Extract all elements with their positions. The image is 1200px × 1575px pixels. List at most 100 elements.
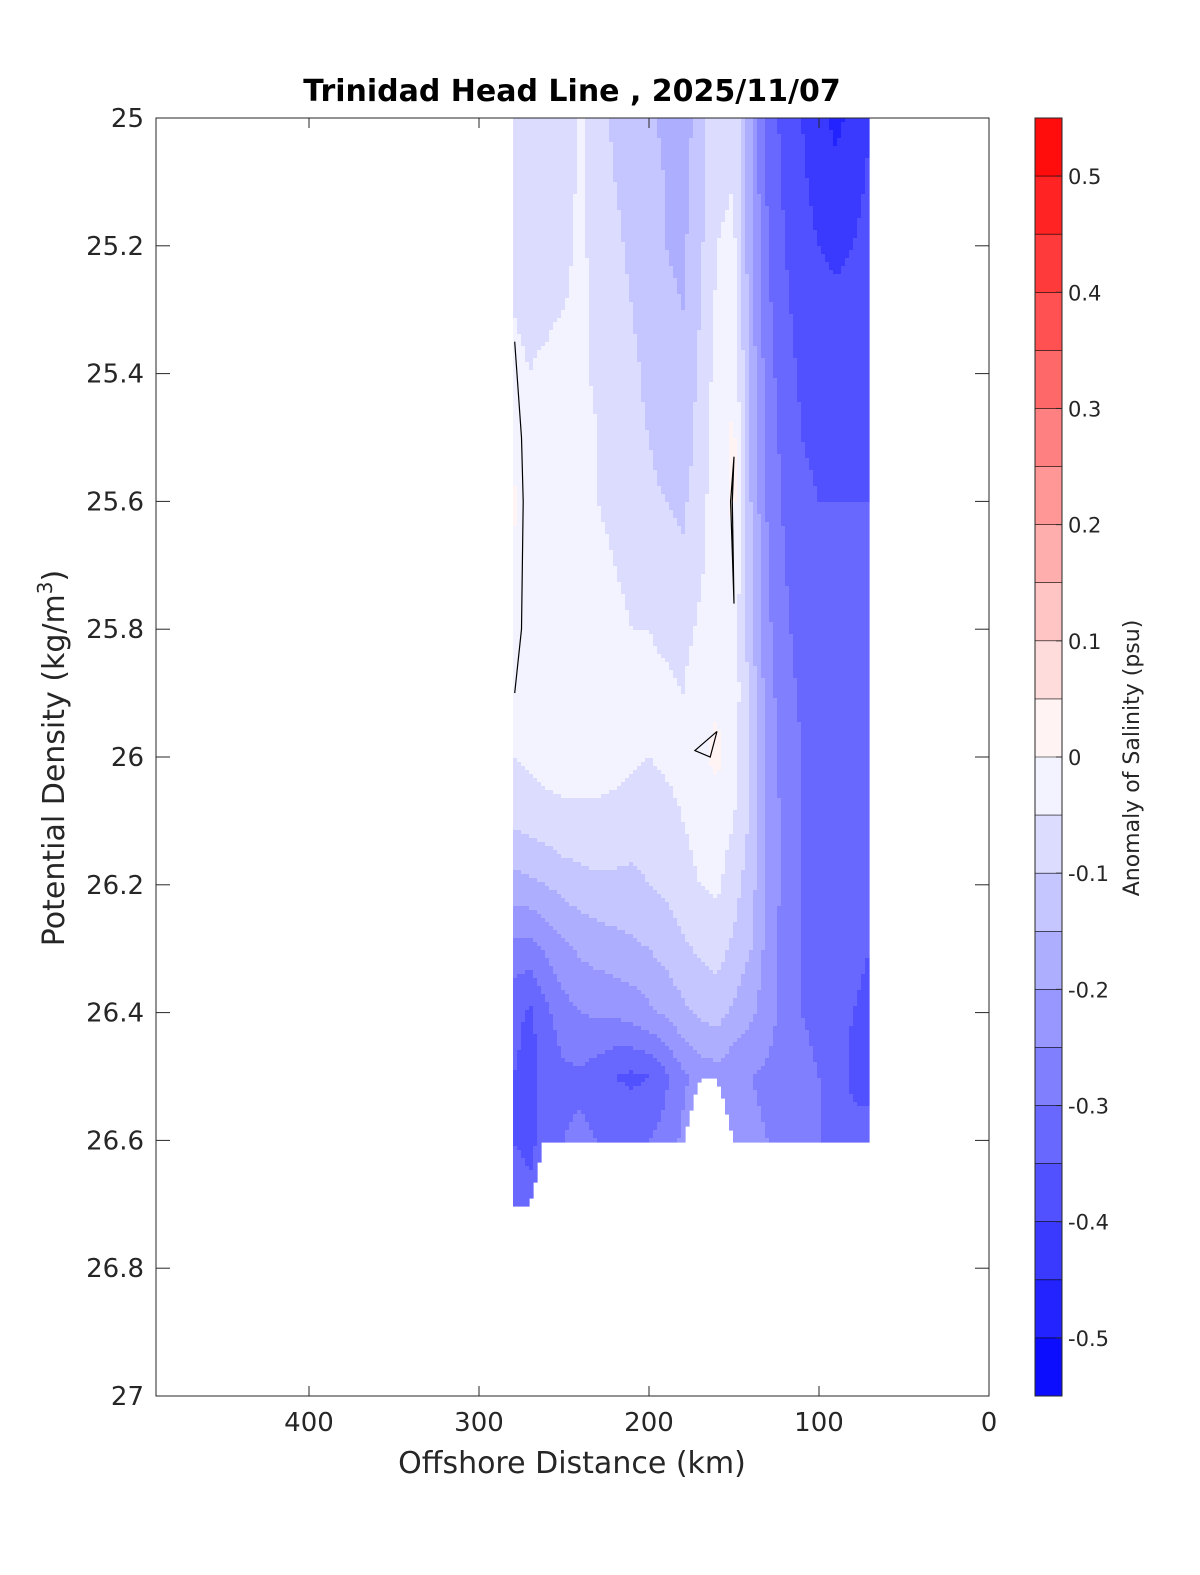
- contour-band-cell: [737, 486, 742, 491]
- contour-band-cell: [849, 250, 870, 255]
- contour-band-cell: [537, 1066, 666, 1071]
- contour-band-cell: [805, 158, 866, 163]
- contour-band-cell: [749, 710, 758, 715]
- contour-band-cell: [737, 474, 742, 479]
- contour-band-cell: [537, 1114, 574, 1119]
- contour-band-cell: [701, 882, 722, 887]
- contour-band-cell: [713, 378, 738, 383]
- contour-band-cell: [753, 638, 762, 643]
- contour-band-cell: [577, 154, 586, 159]
- contour-band-cell: [529, 1006, 534, 1011]
- contour-band-cell: [753, 130, 758, 135]
- contour-band-cell: [585, 122, 610, 127]
- contour-band-cell: [765, 738, 778, 743]
- contour-band-cell: [753, 122, 758, 127]
- contour-band-cell: [637, 766, 658, 771]
- contour-band-cell: [513, 1094, 538, 1099]
- contour-band-cell: [589, 342, 638, 347]
- contour-band-cell: [605, 970, 670, 975]
- contour-band-cell: [741, 878, 758, 883]
- contour-band-cell: [709, 442, 730, 447]
- contour-band-cell: [749, 442, 758, 447]
- contour-band-cell: [689, 182, 706, 187]
- contour-band-cell: [745, 390, 750, 395]
- contour-band-cell: [737, 250, 742, 255]
- contour-band-cell: [761, 590, 770, 595]
- contour-band-cell: [765, 506, 782, 511]
- contour-band-cell: [753, 238, 762, 243]
- contour-band-cell: [585, 242, 626, 247]
- contour-band-cell: [777, 1002, 802, 1007]
- contour-band-cell: [665, 1042, 690, 1047]
- contour-band-cell: [685, 298, 702, 303]
- contour-band-cell: [669, 662, 690, 667]
- contour-band-cell: [513, 478, 598, 483]
- contour-band-cell: [729, 502, 734, 507]
- contour-band-cell: [793, 354, 870, 359]
- contour-band-cell: [673, 674, 686, 679]
- contour-band-cell: [589, 278, 630, 283]
- contour-band-cell: [773, 370, 798, 375]
- contour-band-cell: [649, 998, 686, 1003]
- contour-band-cell: [785, 218, 814, 223]
- x-tick-label: 100: [794, 1408, 844, 1438]
- contour-band-cell: [713, 326, 738, 331]
- contour-band-cell: [829, 126, 842, 131]
- contour-band-cell: [785, 210, 814, 215]
- contour-band-cell: [797, 702, 870, 707]
- contour-band-cell: [685, 242, 702, 247]
- contour-band-cell: [745, 198, 754, 203]
- contour-band-cell: [521, 334, 550, 339]
- contour-band-cell: [681, 302, 686, 307]
- contour-band-cell: [757, 382, 766, 387]
- contour-band-cell: [573, 206, 586, 211]
- contour-band-cell: [757, 718, 766, 723]
- contour-band-cell: [745, 458, 750, 463]
- contour-band-cell: [693, 446, 710, 451]
- contour-band-cell: [513, 1002, 550, 1007]
- contour-band-cell: [625, 266, 674, 271]
- contour-band-cell: [701, 306, 714, 311]
- contour-band-cell: [657, 650, 690, 655]
- contour-band-cell: [753, 322, 762, 327]
- contour-band-cell: [777, 710, 798, 715]
- contour-band-cell: [861, 982, 870, 987]
- contour-band-cell: [773, 630, 790, 635]
- contour-band-cell: [765, 194, 782, 199]
- contour-band-cell: [697, 350, 714, 355]
- contour-band-cell: [705, 154, 742, 159]
- contour-band-cell: [737, 802, 750, 807]
- contour-band-cell: [689, 154, 706, 159]
- contour-band-cell: [721, 230, 734, 235]
- contour-band-cell: [689, 214, 706, 219]
- contour-band-cell: [657, 474, 690, 479]
- contour-band-cell: [769, 262, 786, 267]
- contour-band-cell: [785, 546, 870, 551]
- contour-band-cell: [561, 982, 630, 987]
- contour-band-cell: [705, 126, 742, 131]
- contour-band-cell: [513, 942, 538, 947]
- contour-band-cell: [797, 390, 870, 395]
- contour-band-cell: [645, 994, 682, 999]
- contour-band-cell: [745, 862, 758, 867]
- contour-band-cell: [745, 266, 754, 271]
- contour-band-cell: [689, 150, 706, 155]
- contour-band-cell: [753, 254, 762, 259]
- contour-band-cell: [741, 290, 750, 295]
- contour-band-cell: [773, 310, 790, 315]
- contour-band-cell: [773, 326, 794, 331]
- contour-band-cell: [805, 442, 870, 447]
- contour-band-cell: [569, 270, 590, 275]
- contour-band-cell: [513, 982, 538, 987]
- contour-band-cell: [653, 762, 710, 767]
- contour-band-cell: [513, 874, 530, 879]
- contour-band-cell: [513, 506, 518, 511]
- contour-band-cell: [761, 626, 774, 631]
- contour-band-cell: [737, 254, 742, 259]
- contour-band-cell: [801, 946, 870, 951]
- contour-band-cell: [693, 406, 710, 411]
- contour-band-cell: [745, 586, 754, 591]
- contour-band-cell: [741, 586, 746, 591]
- contour-band-cell: [777, 778, 802, 783]
- contour-band-cell: [705, 222, 722, 227]
